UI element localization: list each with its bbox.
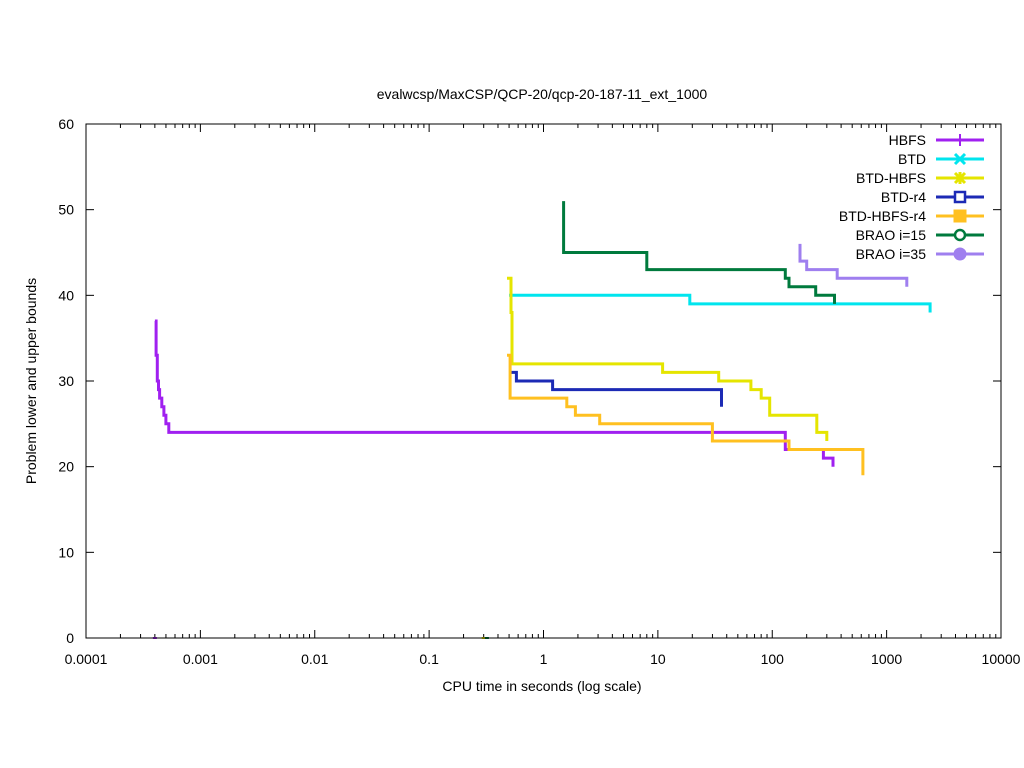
- legend-entry: BTD-HBFS-r4: [839, 208, 984, 224]
- series-line-btd-hbfs-r4: [507, 353, 865, 476]
- chart-title: evalwcsp/MaxCSP/QCP-20/qcp-20-187-11_ext…: [377, 86, 708, 102]
- series-line-btd-r4: [511, 370, 723, 407]
- series-layer: [152, 201, 932, 639]
- legend-label: BTD-HBFS-r4: [839, 208, 926, 224]
- legend-label: BTD-HBFS: [856, 170, 926, 186]
- legend-entry: BTD: [898, 151, 984, 167]
- legend-label: BRAO i=35: [856, 246, 927, 262]
- x-tick-label: 1: [540, 651, 548, 667]
- x-tick-label: 0.1: [419, 651, 439, 667]
- legend: HBFS BTD BTD-HBFS BTD-r4 BTD-HBFS-r4 BRAO i=1…: [839, 132, 984, 262]
- legend-entry: HBFS: [889, 132, 984, 148]
- y-axis-label: Problem lower and upper bounds: [23, 278, 39, 484]
- x-tick-label: 0.0001: [65, 651, 108, 667]
- series-line-btd: [509, 293, 932, 313]
- legend-entry: BTD-HBFS: [856, 170, 984, 186]
- legend-label: HBFS: [889, 132, 926, 148]
- axis-ticks: 0.0001 0.001 0.01 0.1 1 10 100 1000 10000 0 10 20 30…: [58, 116, 1020, 667]
- legend-label: BTD-r4: [881, 189, 926, 205]
- legend-marker: [953, 190, 967, 204]
- series-line-btd-hbfs: [507, 276, 829, 441]
- legend-entry: BRAO i=15: [856, 227, 984, 243]
- legend-marker: [953, 247, 967, 261]
- legend-label: BRAO i=15: [856, 227, 927, 243]
- legend-marker: [953, 228, 967, 242]
- series-line-brao-i-15: [562, 201, 836, 304]
- legend-marker: [953, 152, 967, 166]
- series-line-brao-i-35: [798, 243, 909, 287]
- x-tick-label: 100: [761, 651, 785, 667]
- y-tick-label: 0: [66, 630, 74, 646]
- y-tick-label: 40: [58, 287, 74, 303]
- x-axis-label: CPU time in seconds (log scale): [442, 678, 641, 694]
- y-tick-label: 50: [58, 202, 74, 218]
- y-tick-label: 60: [58, 116, 74, 132]
- x-tick-label: 10000: [982, 651, 1021, 667]
- x-tick-label: 0.001: [183, 651, 218, 667]
- y-tick-label: 30: [58, 373, 74, 389]
- y-tick-label: 10: [58, 544, 74, 560]
- legend-marker: [953, 209, 967, 223]
- x-tick-label: 1000: [871, 651, 902, 667]
- plot-frame: [85, 123, 1002, 639]
- legend-entry: BTD-r4: [881, 189, 984, 205]
- y-tick-label: 20: [58, 459, 74, 475]
- legend-label: BTD: [898, 151, 926, 167]
- x-tick-label: 10: [650, 651, 666, 667]
- x-tick-label: 0.01: [301, 651, 328, 667]
- legend-entry: BRAO i=35: [856, 246, 984, 262]
